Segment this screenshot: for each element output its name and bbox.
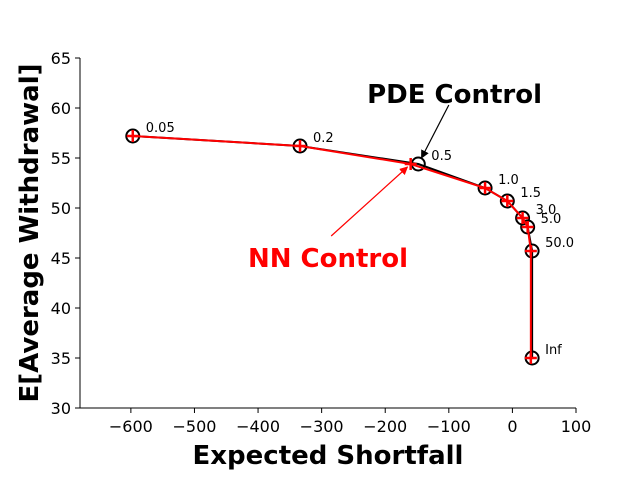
nn-control-point [404, 158, 417, 170]
nn-annotation-label: NN Control [248, 244, 408, 274]
annotations: PDE Control NN Control [248, 80, 542, 274]
x-tick-label: −600 [109, 417, 153, 436]
y-tick-label: 50 [51, 199, 71, 218]
point-label: 50.0 [545, 236, 574, 251]
nn-control-point [126, 130, 139, 142]
pde-annotation-arrow [420, 104, 450, 159]
point-label: 5.0 [541, 212, 562, 227]
series-layer [125, 128, 540, 366]
point-labels: 0.05 0.2 0.5 1.01.5 3.05.0 50.0 Inf [146, 121, 574, 358]
x-axis-label: Expected Shortfall [193, 441, 464, 471]
point-label: Inf [545, 343, 562, 358]
x-tick-label: −400 [236, 417, 280, 436]
point-label: 0.05 [146, 121, 175, 136]
x-tick-label: −200 [363, 417, 407, 436]
axes: −600 −500 −400 −300 −200 −100 0 100 30 35 40 45 50 55… [51, 49, 592, 436]
x-tick-label: 100 [561, 417, 592, 436]
x-tick-label: −100 [427, 417, 471, 436]
nn-control-point [501, 195, 514, 207]
point-label: 3.0 [536, 203, 557, 218]
y-tick-label: 30 [51, 399, 71, 418]
x-tick-label: −300 [300, 417, 344, 436]
pde-control-point [499, 193, 515, 209]
y-tick-label: 45 [51, 249, 71, 268]
pde-control-point [477, 180, 493, 196]
nn-control-point [524, 245, 537, 257]
y-tick-label: 60 [51, 99, 71, 118]
y-tick-label: 55 [51, 149, 71, 168]
point-label: 1.5 [520, 186, 541, 201]
y-tick-label: 40 [51, 299, 71, 318]
y-tick-label: 65 [51, 49, 71, 68]
point-label: 0.2 [313, 131, 334, 146]
nn-control-point [479, 182, 492, 194]
nn-control-point [516, 212, 529, 224]
nn-control-point [294, 140, 307, 152]
pde-annotation-label: PDE Control [367, 80, 542, 110]
nn-control-point [521, 221, 534, 233]
y-axis-label: E[Average Withdrawal] [15, 64, 45, 403]
y-tick-label: 35 [51, 349, 71, 368]
point-label: 0.5 [431, 149, 452, 164]
nn-control-point [524, 352, 537, 364]
x-tick-label: −500 [172, 417, 216, 436]
point-label: 1.0 [498, 173, 519, 188]
x-tick-label: 0 [507, 417, 517, 436]
nn-annotation-arrow [330, 166, 409, 237]
